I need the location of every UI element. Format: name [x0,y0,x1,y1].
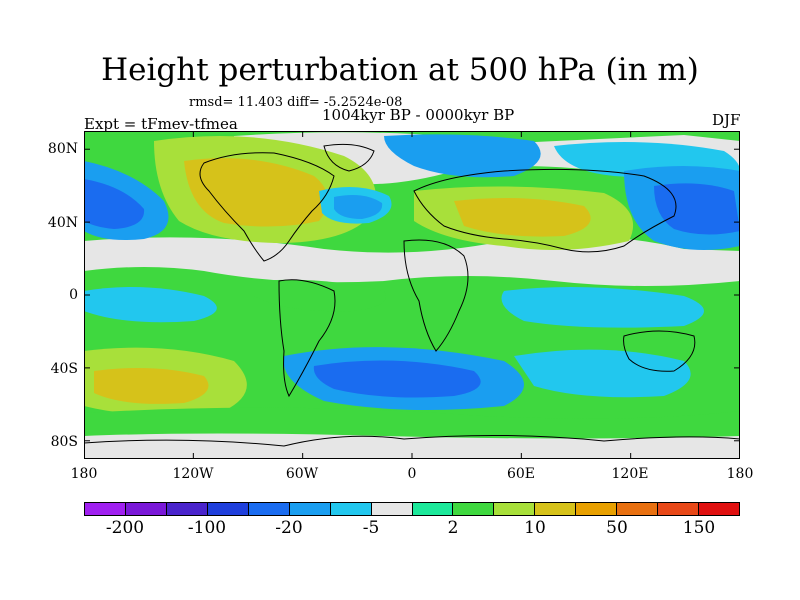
colorbar-swatch [248,503,290,515]
eurasia-coast [413,168,677,253]
colorbar-swatch [85,503,126,515]
colorbar-swatch [699,503,739,515]
greenland-coast [323,143,375,172]
lat-label-80s: 80S [50,434,78,450]
colorbar-swatch [535,503,577,515]
tropical-pacific-cyan [84,287,217,323]
colorbar-swatch [330,503,372,515]
south-atlantic-low-core [313,360,481,398]
antarctica-coast [84,434,740,447]
north-america-high-core [184,158,328,227]
map-panel [84,131,740,459]
lon-label-120w: 120W [172,466,214,482]
colorbar-label: 10 [524,518,546,538]
rmsd-diff-stats: rmsd= 11.403 diff= -5.2524e-08 [189,95,403,110]
colorbar-swatch [289,503,331,515]
coastlines [84,143,740,447]
south-pacific-high-core [94,367,209,404]
colorbar-label: 2 [447,518,459,538]
lon-label-180w: 180 [70,466,98,482]
experiment-label: Expt = tFmev-tfmea [84,115,238,133]
north-pacific-low-core [84,179,145,229]
lat-label-40n: 40N [47,215,78,231]
season-label: DJF [712,111,741,129]
colorbar-swatch [412,503,454,515]
colorbar-swatch [125,503,167,515]
nw-pacific-low-core [654,183,740,235]
height-perturbation-map [84,131,740,459]
africa-coast [403,239,469,352]
colorbar-label: 150 [682,518,716,538]
southern-green-band [84,407,740,439]
arctic-low [384,134,541,178]
tropical-indian-cyan [501,287,704,328]
colorbar-swatch [658,503,700,515]
colorbar-swatch [576,503,618,515]
lon-label-0: 0 [407,466,417,482]
colorbar-swatch [371,503,413,515]
lat-label-eq: 0 [69,287,78,303]
lon-label-60e: 60E [506,466,536,482]
colorbar-swatch [494,503,536,515]
plot-title: Height perturbation at 500 hPa (in m) [101,52,699,88]
colorbar-label: -20 [275,518,303,538]
colorbar-label: -100 [187,518,227,538]
lat-label-40s: 40S [50,361,78,377]
colorbar-swatch [166,503,208,515]
lon-label-60w: 60W [285,466,319,482]
period-label: 1004kyr BP - 0000kyr BP [322,106,515,124]
axis-ticks [84,131,740,459]
colorbar-swatch [207,503,249,515]
lat-label-80n: 80N [47,141,78,157]
colorbar-swatch [453,503,495,515]
filled-contours [84,131,740,459]
tropical-atlantic-green [254,279,386,312]
australia-coast [623,330,696,372]
eurasia-high-core [454,197,591,237]
colorbar-swatch [617,503,659,515]
north-atlantic-low-core [334,195,383,219]
colorbar [84,502,740,516]
colorbar-label: 50 [606,518,628,538]
colorbar-label: -200 [105,518,145,538]
colorbar-label: -5 [362,518,380,538]
lon-label-120e: 120E [611,466,649,482]
north-america-coast [199,152,335,262]
south-indian-low [514,349,691,398]
lon-label-180e: 180 [726,466,754,482]
south-america-coast [278,279,336,398]
